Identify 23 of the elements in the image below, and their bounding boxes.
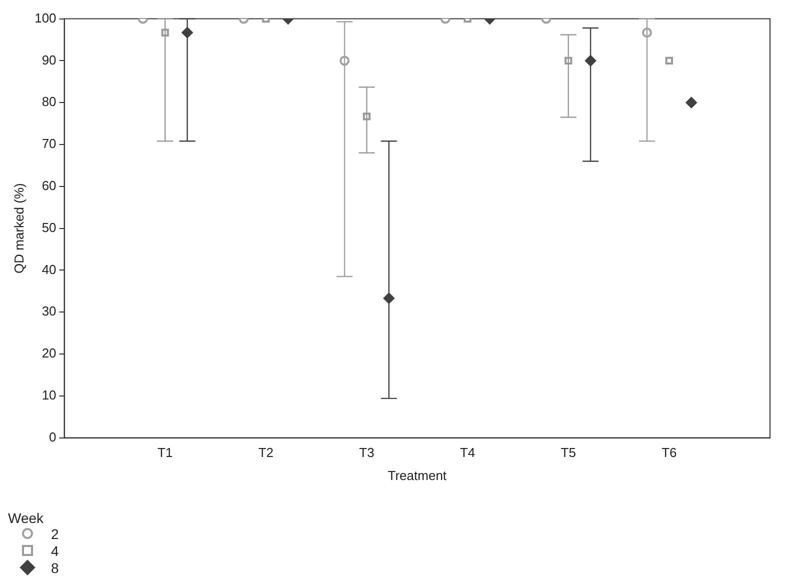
x-tick-label: T5 [560,445,576,460]
legend-label: 2 [50,526,60,543]
y-tick-label: 60 [42,178,56,193]
y-tick-label: 50 [42,220,56,235]
y-tick-label: 30 [42,304,56,319]
y-tick-label: 100 [34,10,56,26]
y-tick-label: 10 [42,387,56,402]
legend-title: Week [8,510,45,526]
y-tick-label: 70 [42,136,56,152]
legend-label: 8 [50,560,60,577]
x-axis-title: Treatment [388,468,447,483]
x-tick-label: T6 [662,445,677,460]
y-tick-label: 40 [42,262,56,277]
x-tick-label: T2 [258,445,274,460]
y-tick-label: 90 [42,52,56,68]
y-tick-label: 20 [42,346,56,361]
y-tick-label: 0 [49,429,56,444]
x-tick-label: T4 [460,445,476,460]
y-axis-title: QD marked (%) [11,183,26,274]
x-tick-label: T3 [359,445,374,460]
y-tick-label: 80 [42,94,56,110]
legend-label: 4 [50,543,60,560]
x-tick-label: T1 [158,445,173,460]
